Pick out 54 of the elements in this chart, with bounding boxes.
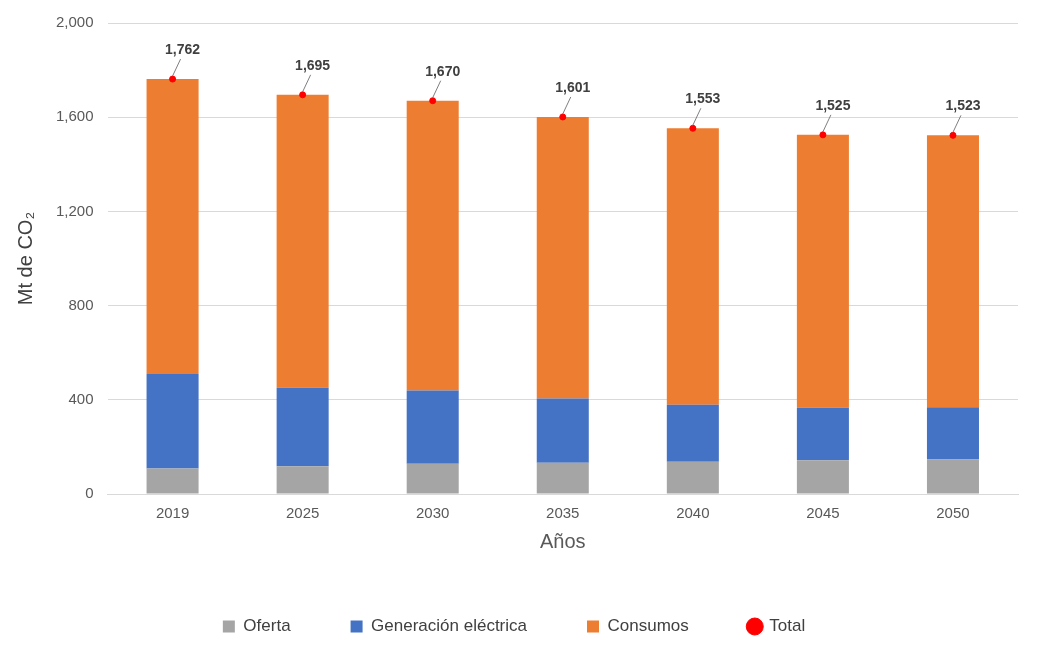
bar (666, 404, 719, 462)
legend-label: Generación eléctrica (371, 616, 528, 636)
bar (276, 387, 329, 467)
bar (406, 390, 459, 464)
bar (926, 459, 979, 494)
data-label: 1,695 (295, 56, 331, 73)
bar (276, 466, 329, 494)
point (689, 124, 697, 132)
y-axis-title: Mt de CO₂ (13, 211, 36, 306)
x-tick-label: 2030 (416, 504, 450, 522)
bar (406, 100, 459, 391)
x-tick-label: 2025 (285, 504, 320, 522)
x-tick-label: 2019 (155, 504, 190, 522)
data-label: 1,670 (425, 62, 461, 79)
bar (796, 460, 849, 494)
point (559, 113, 567, 121)
bar (406, 463, 459, 494)
legend-label: Total (769, 616, 806, 636)
data-label: 1,762 (165, 40, 201, 57)
point (949, 131, 957, 139)
bar (536, 116, 589, 399)
bar (666, 461, 719, 494)
point (819, 131, 827, 139)
bar (666, 128, 719, 405)
bar (536, 398, 589, 463)
bar (796, 407, 849, 461)
data-label: 1,553 (685, 90, 721, 107)
x-tick-label: 2045 (806, 504, 840, 522)
y-tick-label: 0 (85, 484, 94, 502)
data-label: 1,523 (945, 97, 981, 114)
y-tick-label: 1,200 (55, 201, 94, 219)
y-tick-label: 1,600 (55, 107, 94, 125)
bar (536, 462, 589, 494)
legend-label: Consumos (607, 616, 689, 636)
point (299, 91, 307, 99)
bar (926, 407, 979, 460)
bar (926, 135, 979, 408)
x-tick-label: 2040 (676, 504, 710, 522)
bar (796, 134, 849, 408)
bar (146, 468, 199, 494)
data-label: 1,525 (815, 96, 851, 113)
point (169, 75, 177, 83)
x-tick-label: 2035 (546, 504, 580, 522)
bar (276, 94, 329, 388)
x-tick-label: 2050 (936, 504, 970, 522)
legend-label: Oferta (243, 616, 292, 636)
x-axis-title: Años (539, 529, 586, 552)
bar (146, 373, 199, 469)
y-tick-label: 2,000 (55, 13, 94, 31)
y-tick-label: 400 (68, 389, 94, 407)
point (429, 97, 437, 105)
data-label: 1,601 (555, 78, 591, 95)
y-tick-label: 800 (68, 295, 94, 313)
bar (146, 79, 199, 374)
